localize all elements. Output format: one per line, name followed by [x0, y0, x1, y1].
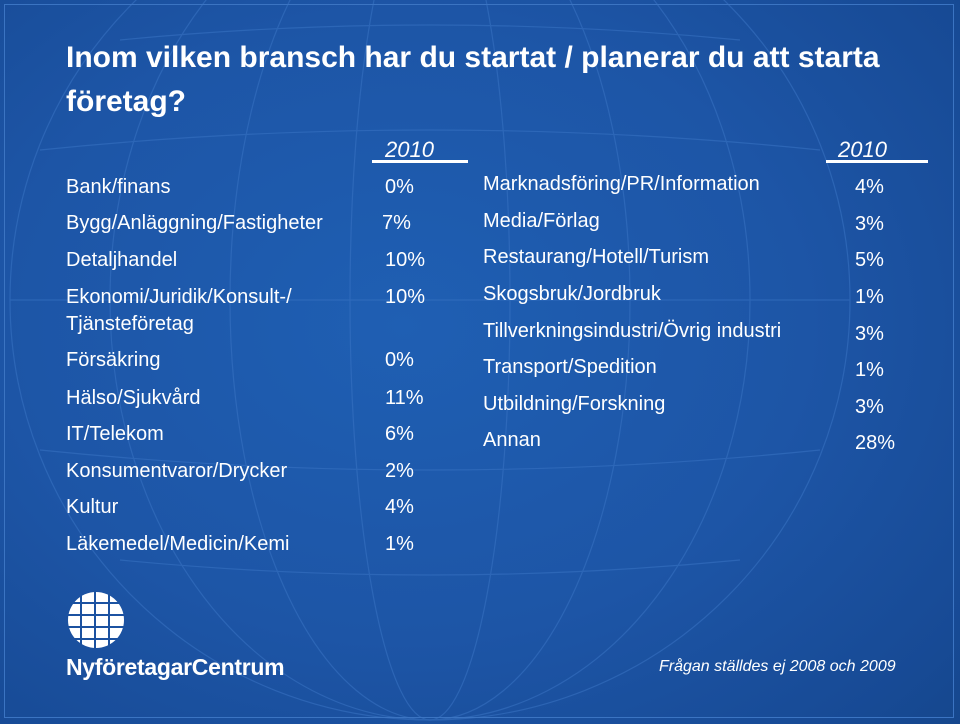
industry-value: 0% — [385, 349, 414, 371]
industry-value: 3% — [855, 213, 884, 235]
right-year-rule — [826, 160, 928, 163]
industry-label: Tillverkningsindustri/Övrig industri — [483, 320, 782, 342]
industry-label: Utbildning/Forskning — [483, 393, 666, 415]
logo-wordmark: NyföretagarCentrum — [66, 654, 285, 680]
industry-value: 5% — [855, 249, 884, 271]
industry-label: Transport/Spedition — [483, 356, 657, 378]
industry-value: 7% — [382, 212, 411, 234]
industry-label: Restaurang/Hotell/Turism — [483, 246, 710, 268]
nyforetagarcentrum-logo: NyföretagarCentrum — [62, 590, 302, 690]
industry-value: 4% — [385, 496, 414, 518]
industry-value: 10% — [385, 286, 426, 308]
industry-label: Försäkring — [66, 349, 161, 371]
left-year-rule — [372, 160, 468, 163]
industry-label: Ekonomi/Juridik/Konsult-/ — [66, 286, 292, 308]
industry-label: Annan — [483, 429, 541, 451]
industry-label: IT/Telekom — [66, 423, 164, 445]
industry-value: 28% — [855, 432, 896, 454]
industry-value: 6% — [385, 423, 414, 445]
slide-title: Inom vilken bransch har du startat / pla… — [66, 41, 880, 118]
footnote: Frågan ställdes ej 2008 och 2009 — [659, 658, 896, 675]
industry-label: Konsumentvaror/Drycker — [66, 460, 288, 482]
industry-value: 1% — [855, 286, 884, 308]
industry-value: 0% — [385, 176, 414, 198]
industry-value: 2% — [385, 460, 414, 482]
industry-label: Media/Förlag — [483, 210, 600, 232]
industry-label: Skogsbruk/Jordbruk — [483, 283, 661, 305]
right-year-header: 2010 — [838, 137, 887, 162]
industry-value: 4% — [855, 176, 884, 198]
industry-value: 1% — [855, 359, 884, 381]
industry-label: Detaljhandel — [66, 249, 178, 271]
industry-label: Bank/finans — [66, 176, 171, 198]
industry-value: 11% — [385, 387, 424, 409]
industry-label: Kultur — [66, 496, 119, 518]
industry-value: 1% — [385, 533, 414, 555]
industry-label-continued: Tjänsteföretag — [66, 313, 194, 335]
industry-label: Hälso/Sjukvård — [66, 387, 201, 409]
left-year-header: 2010 — [385, 137, 434, 162]
industry-label: Marknadsföring/PR/Information — [483, 173, 760, 195]
globe-grid-icon — [68, 592, 124, 648]
industry-value: 3% — [855, 323, 884, 345]
industry-label: Bygg/Anläggning/Fastigheter — [66, 212, 323, 234]
industry-value: 3% — [855, 396, 884, 418]
industry-value: 10% — [385, 249, 426, 271]
industry-label: Läkemedel/Medicin/Kemi — [66, 533, 290, 555]
